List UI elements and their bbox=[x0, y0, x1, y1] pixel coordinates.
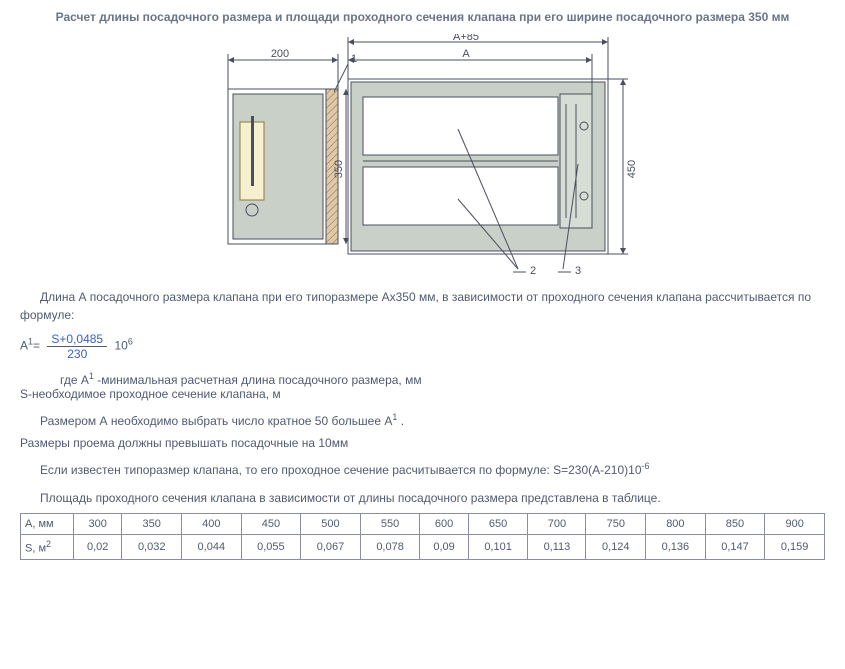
para-1: Длина А посадочного размера клапана при … bbox=[20, 288, 825, 324]
where-1: где A1 -минимальная расчетная длина поса… bbox=[20, 371, 825, 387]
technical-drawing: A+85 A 200 350 450 1 2 3 bbox=[188, 34, 658, 276]
f-lhs: A bbox=[20, 339, 28, 353]
dim-left-w: 200 bbox=[270, 48, 288, 60]
page-title: Расчет длины посадочного размера и площа… bbox=[20, 10, 825, 24]
data-table: A, мм 300 350 400 450 500 550 600 650 70… bbox=[20, 513, 825, 560]
table-row: S, м2 0,02 0,032 0,044 0,055 0,067 0,078… bbox=[21, 535, 825, 560]
para-2: Размером А необходимо выбрать число крат… bbox=[20, 411, 825, 430]
where-2: S-необходимое проходное сечение клапана,… bbox=[20, 387, 825, 401]
dim-top-inner: A bbox=[462, 48, 470, 60]
f-den: 230 bbox=[47, 347, 107, 361]
f-num: S+0,0485 bbox=[47, 332, 107, 347]
callout-1: 1 bbox=[351, 53, 357, 65]
para-5: Площадь проходного сечения клапана в зав… bbox=[20, 489, 825, 507]
callout-2: 2 bbox=[530, 265, 536, 276]
dim-v-left: 350 bbox=[333, 160, 345, 178]
formula-a1: A1= S+0,0485 230 106 bbox=[20, 332, 825, 361]
row2-hdr: S, м2 bbox=[21, 535, 74, 560]
dim-v-right: 450 bbox=[626, 160, 638, 178]
table-row: A, мм 300 350 400 450 500 550 600 650 70… bbox=[21, 514, 825, 535]
f-eq: = bbox=[33, 339, 40, 353]
f-tail-sup: 6 bbox=[128, 337, 133, 347]
dim-top-outer: A+85 bbox=[453, 34, 479, 43]
f-tail: 10 bbox=[114, 339, 127, 353]
para-4: Если известен типоразмер клапана, то его… bbox=[20, 460, 825, 479]
callout-3: 3 bbox=[575, 265, 581, 276]
para-3: Размеры проема должны превышать посадочн… bbox=[20, 436, 825, 450]
row1-hdr: A, мм bbox=[21, 514, 74, 535]
